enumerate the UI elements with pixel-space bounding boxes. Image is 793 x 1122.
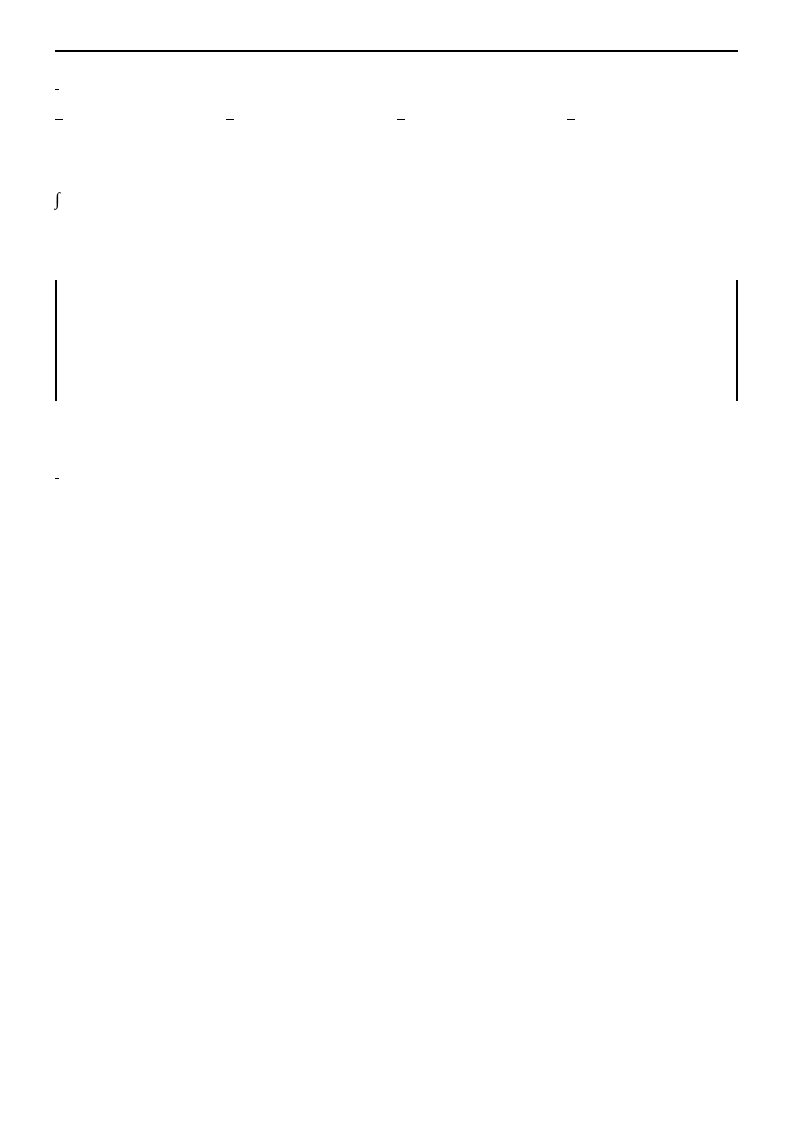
question-1 (55, 77, 738, 132)
tally-row-horizontal (72, 328, 721, 368)
question-3: ∫ (55, 183, 738, 220)
q5-choice-A (55, 416, 226, 456)
q1-fraction (55, 89, 59, 91)
question-5 (55, 243, 738, 456)
q5-choice-C (397, 416, 568, 456)
question-2 (55, 142, 738, 173)
top-rule (55, 50, 738, 52)
tally-row-numbers (72, 368, 721, 393)
q1-C (397, 107, 568, 132)
q5-choices (55, 416, 738, 456)
q5-choice-B (226, 416, 397, 456)
q1-A (55, 107, 226, 132)
question-7 (55, 506, 738, 536)
integral-icon: ∫ (55, 189, 60, 209)
q1-B (226, 107, 397, 132)
tally-row-vertical (72, 288, 721, 328)
q5-choice-D (567, 416, 738, 456)
question-6 (55, 466, 738, 496)
q1-options (55, 107, 738, 132)
q5-example-line (55, 243, 738, 268)
q1-D (567, 107, 738, 132)
tally-table (55, 280, 738, 401)
